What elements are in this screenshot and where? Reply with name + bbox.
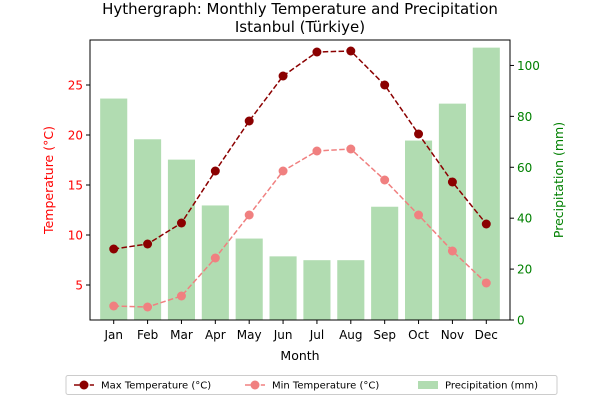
precipitation-bar-nov (438, 103, 466, 321)
x-axis-label: Month (280, 348, 319, 363)
x-tick-label: Nov (441, 328, 464, 342)
x-tick-label: Oct (408, 328, 429, 342)
precipitation-bar-jul (303, 260, 331, 320)
y-left-tick-label: 15 (68, 179, 83, 193)
min-temp-point-aug (346, 144, 356, 154)
x-tick-label: Jun (273, 328, 293, 342)
chart-title-line1: Hythergraph: Monthly Temperature and Pre… (102, 0, 498, 18)
x-tick-label: Mar (170, 328, 193, 342)
max-temp-point-oct (414, 129, 424, 139)
precipitation-bar-may (235, 238, 263, 320)
precipitation-bar-oct (405, 140, 433, 320)
y-axis-precipitation: 0 20 40 60 80 100 (510, 59, 540, 328)
precipitation-bar-sep (371, 206, 399, 320)
min-temp-point-dec (481, 278, 491, 288)
legend-max-temp-swatch-marker (79, 380, 89, 390)
x-tick-label: Sep (373, 328, 396, 342)
min-temp-point-mar (176, 291, 186, 301)
y-right-tick-label: 60 (517, 161, 532, 175)
legend-min-temp-swatch-marker (250, 380, 260, 390)
y-right-tick-label: 0 (517, 314, 525, 328)
y-right-tick-label: 80 (517, 110, 532, 124)
y-right-tick-label: 100 (517, 59, 540, 73)
max-temp-point-dec (481, 219, 491, 229)
x-tick-label: Apr (205, 328, 226, 342)
min-temp-point-oct (414, 210, 424, 220)
max-temp-point-may (244, 116, 254, 126)
min-temp-point-jul (312, 146, 322, 156)
plot-frame (89, 39, 511, 321)
precipitation-bar-aug (337, 260, 365, 320)
min-temp-line (113, 148, 487, 308)
y-axis-label-precipitation: Precipitation (mm) (551, 122, 566, 238)
max-temp-point-mar (176, 218, 186, 228)
y-axis-temperature: 5 10 15 20 25 (68, 79, 90, 293)
precipitation-bar-jun (269, 256, 297, 320)
y-right-tick-label: 20 (517, 263, 532, 277)
y-axis-label-temperature: Temperature (°C) (41, 126, 56, 235)
max-temp-point-apr (210, 166, 220, 176)
legend-precipitation-label: Precipitation (mm) (445, 381, 538, 392)
precipitation-bar-jan (100, 98, 128, 320)
legend: Max Temperature (°C) Min Temperature (°C)… (65, 375, 558, 395)
legend-precipitation-swatch (418, 381, 438, 389)
y-right-tick-label: 40 (517, 212, 532, 226)
x-tick-label: May (237, 328, 262, 342)
max-temp-point-nov (447, 177, 457, 187)
min-temp-point-feb (143, 302, 153, 312)
max-temp-point-feb (143, 239, 153, 249)
x-tick-label: Jul (309, 328, 324, 342)
legend-min-temp-label: Min Temperature (°C) (272, 381, 379, 392)
max-temp-point-sep (380, 80, 390, 90)
y-left-tick-label: 5 (75, 279, 83, 293)
min-temp-point-nov (447, 246, 457, 256)
max-temp-point-jan (109, 244, 119, 254)
y-left-tick-label: 25 (68, 79, 83, 93)
x-tick-label: Feb (137, 328, 158, 342)
temperature-lines (109, 46, 491, 312)
y-left-tick-label: 20 (68, 129, 83, 143)
max-temp-line (113, 50, 487, 250)
x-axis: Jan Feb Mar Apr May Jun Jul Aug Sep Oct Nov Dec (103, 320, 498, 342)
legend-max-temp-label: Max Temperature (°C) (101, 381, 211, 392)
min-temp-point-jun (278, 166, 288, 176)
max-temp-point-jul (312, 47, 322, 57)
min-temp-point-may (244, 210, 254, 220)
min-temp-point-sep (380, 175, 390, 185)
min-temp-point-apr (210, 253, 220, 263)
x-tick-label: Dec (475, 328, 498, 342)
max-temp-point-jun (278, 71, 288, 81)
x-tick-label: Jan (103, 328, 123, 342)
chart-title-line2: Istanbul (Türkiye) (235, 18, 365, 36)
x-tick-label: Aug (339, 328, 362, 342)
max-temp-point-aug (346, 46, 356, 56)
precipitation-bar-apr (201, 205, 229, 320)
precipitation-bar-feb (134, 139, 162, 320)
legend-frame (65, 375, 558, 395)
precipitation-bars (100, 47, 500, 321)
y-left-tick-label: 10 (68, 229, 83, 243)
min-temp-point-jan (109, 301, 119, 311)
